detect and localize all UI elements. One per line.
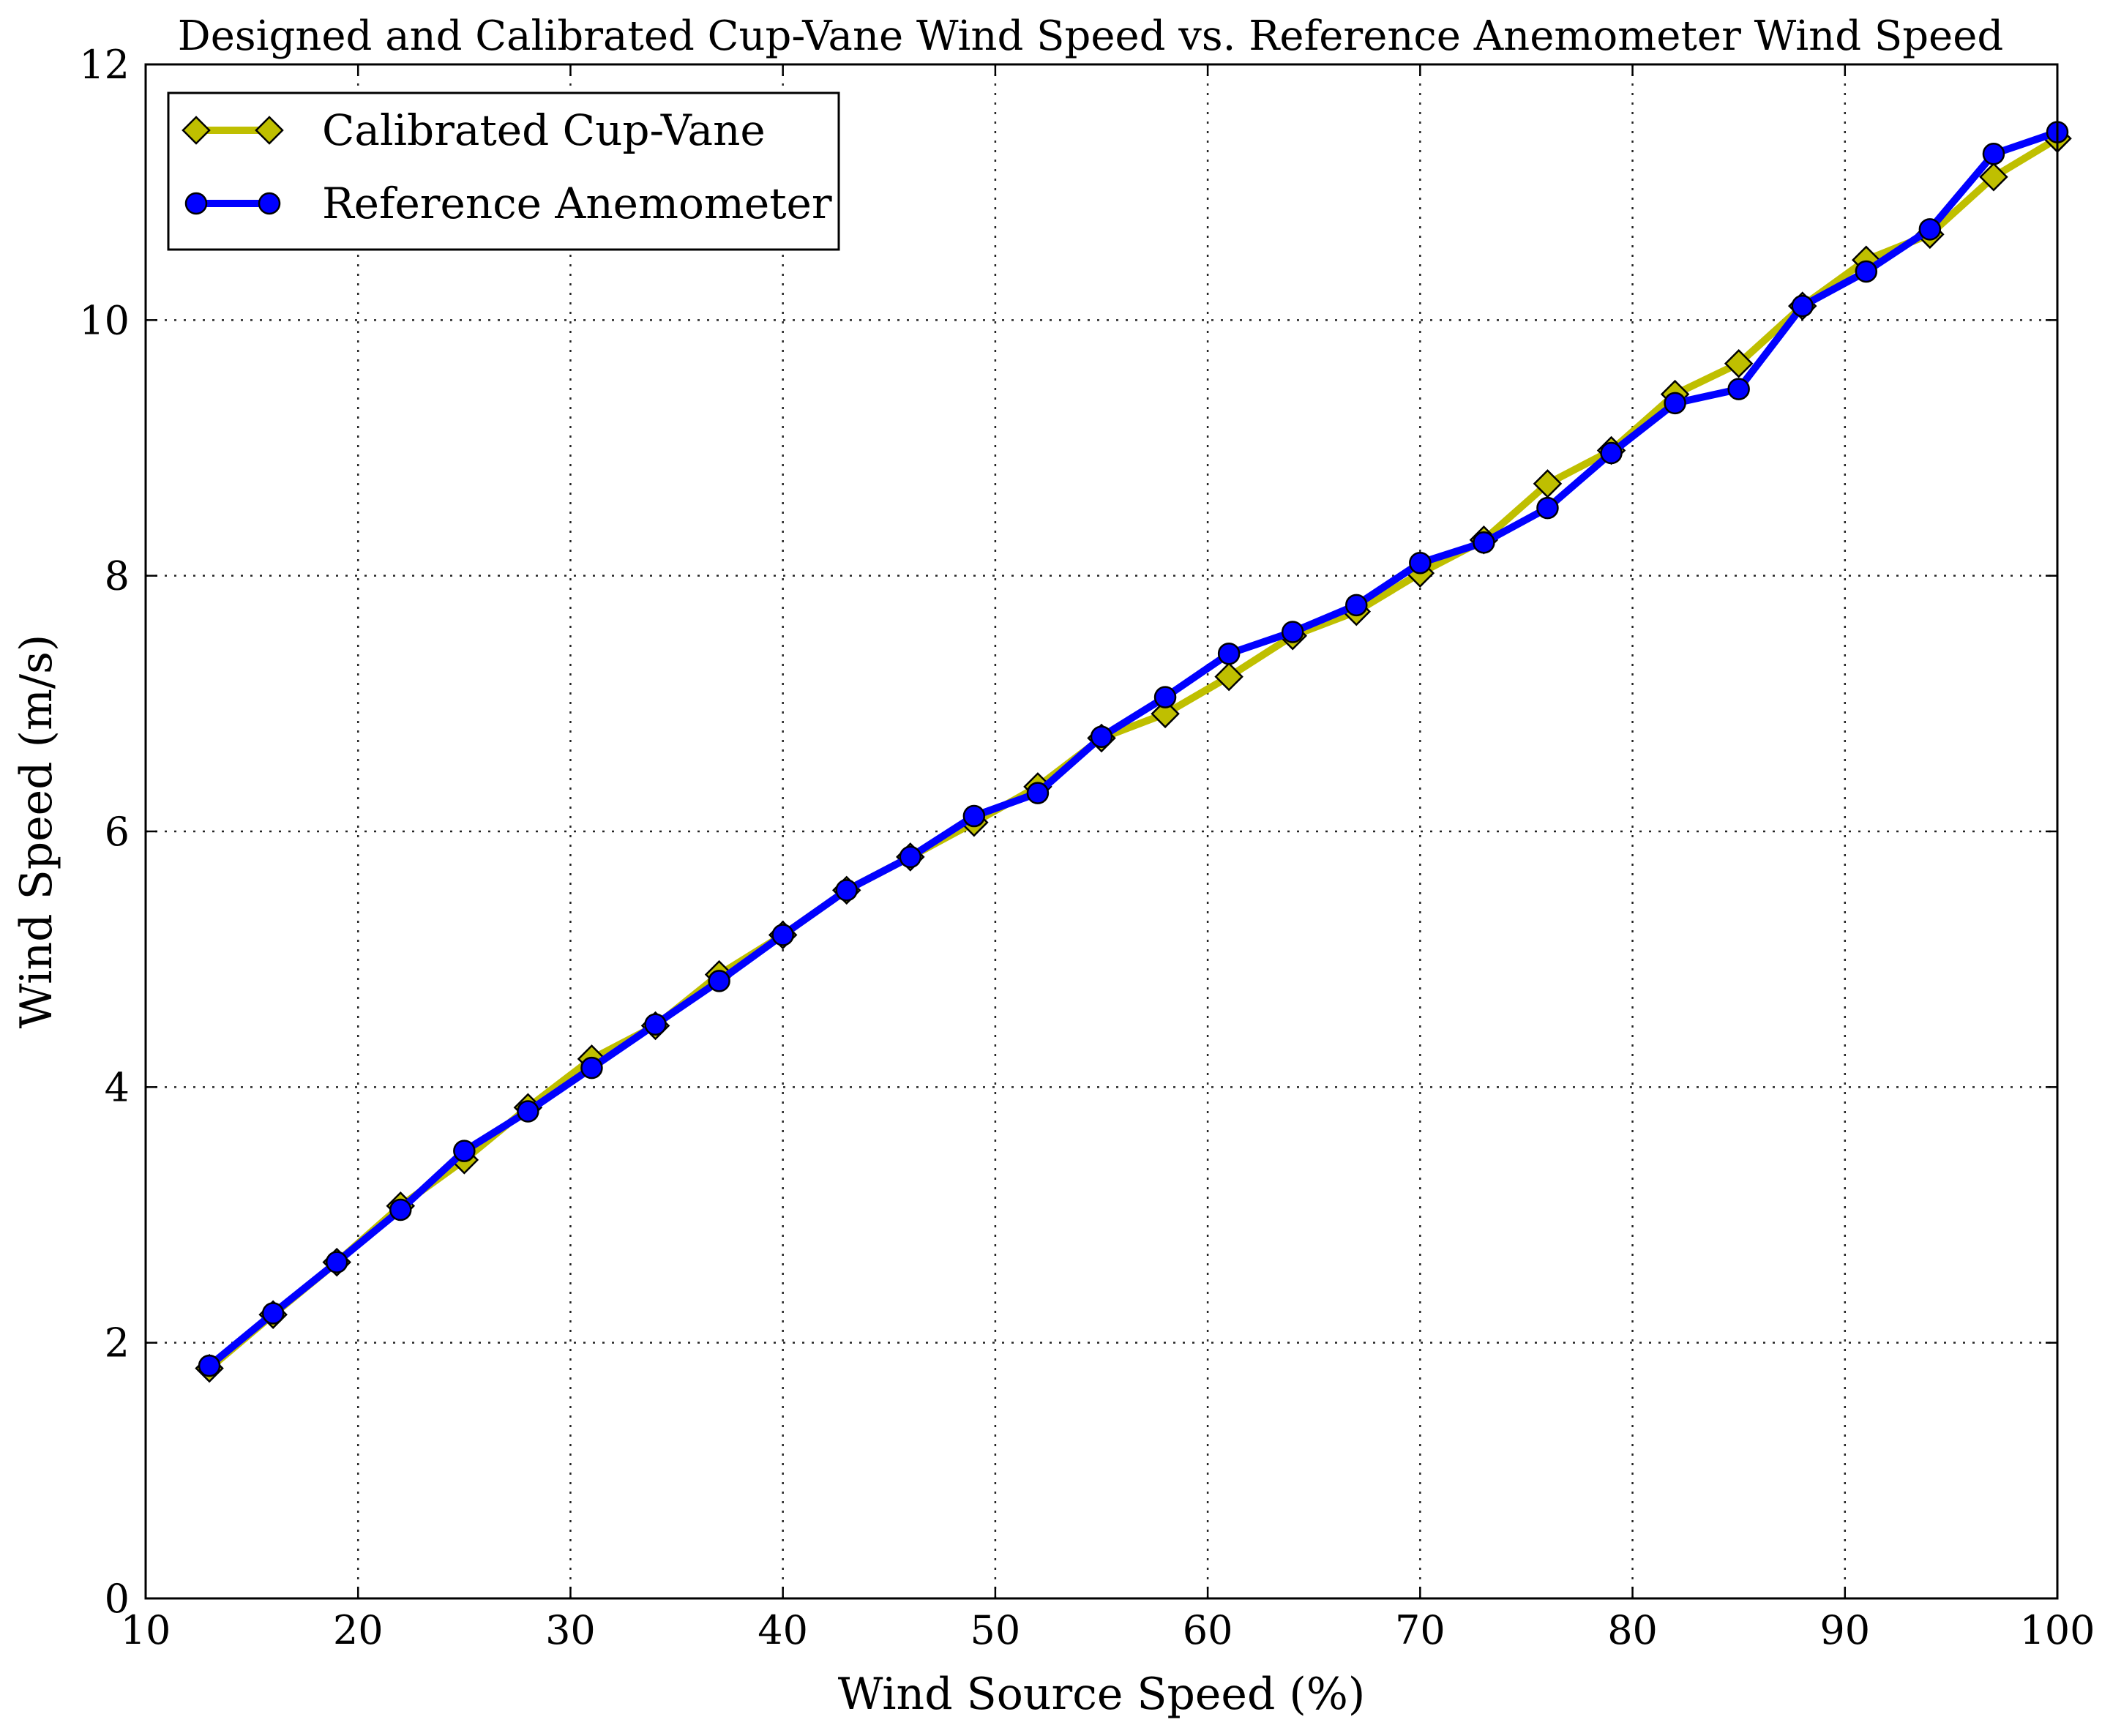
data-point-calibrated — [1214, 662, 1243, 692]
legend-label-calibrated: Calibrated Cup-Vane — [322, 105, 766, 155]
x-tick-label: 50 — [970, 1607, 1021, 1653]
x-tick-label: 80 — [1607, 1607, 1658, 1653]
x-tick-label: 30 — [545, 1607, 596, 1653]
data-point-reference — [1153, 686, 1177, 708]
data-point-reference — [1664, 392, 1686, 415]
x-axis-label: Wind Source Speed (%) — [838, 1669, 1366, 1720]
data-point-calibrated — [1724, 348, 1754, 378]
data-point-reference — [198, 1354, 221, 1377]
data-point-reference — [899, 845, 922, 869]
data-point-reference — [517, 1100, 539, 1123]
legend: Calibrated Cup-Vane Reference Anemometer — [167, 91, 840, 251]
data-point-reference — [1982, 143, 2005, 165]
x-tick-label: 60 — [1183, 1607, 1233, 1653]
data-point-reference — [1217, 642, 1241, 665]
series-group — [195, 121, 2072, 1383]
y-tick-labels: 0 2 4 6 8 10 12 — [79, 42, 130, 1622]
series-line-reference — [206, 128, 2061, 1370]
data-point-reference — [1791, 294, 1814, 318]
data-point-reference — [261, 1302, 285, 1325]
legend-marker-calibrated — [182, 116, 211, 145]
y-tick-label: 12 — [79, 42, 130, 88]
y-tick-label: 2 — [105, 1320, 130, 1366]
data-point-reference — [1918, 218, 1942, 241]
data-point-calibrated — [1151, 699, 1180, 729]
chart-title: Designed and Calibrated Cup-Vane Wind Sp… — [178, 12, 2003, 60]
data-point-reference — [1536, 496, 1559, 520]
data-point-reference — [1026, 782, 1050, 804]
series-line-calibrated — [206, 135, 2061, 1372]
legend-marker-calibrated — [255, 116, 284, 145]
x-tick-label: 10 — [121, 1607, 171, 1653]
data-point-reference — [1409, 551, 1432, 575]
x-tick-labels: 10 20 30 40 50 60 70 80 90 100 — [121, 1607, 2095, 1653]
data-point-calibrated — [1979, 162, 2008, 192]
x-tick-label: 40 — [758, 1607, 808, 1653]
x-tick-label: 90 — [1819, 1607, 1870, 1653]
y-tick-label: 0 — [105, 1576, 130, 1622]
x-tick-label: 70 — [1395, 1607, 1445, 1653]
x-tick-label: 20 — [333, 1607, 384, 1653]
data-point-reference — [1090, 725, 1113, 748]
axis-ticks — [144, 63, 2059, 1600]
data-point-reference — [1727, 378, 1750, 400]
data-point-reference — [771, 924, 794, 946]
y-tick-label: 8 — [105, 553, 130, 599]
grid — [146, 64, 2057, 1598]
data-point-reference — [1345, 594, 1368, 617]
y-tick-label: 10 — [79, 297, 130, 343]
legend-marker-reference — [258, 192, 281, 215]
x-tick-label: 100 — [2019, 1607, 2095, 1653]
data-point-reference — [962, 804, 986, 828]
legend-box — [167, 91, 840, 251]
legend-label-reference: Reference Anemometer — [322, 179, 832, 228]
data-point-reference — [453, 1140, 476, 1162]
plot-frame — [144, 63, 2059, 1600]
data-point-reference — [389, 1198, 412, 1221]
data-point-reference — [1600, 441, 1623, 465]
data-point-reference — [1473, 531, 1495, 554]
y-tick-label: 4 — [105, 1064, 130, 1110]
data-point-reference — [1855, 260, 1878, 283]
data-point-reference — [644, 1013, 667, 1036]
y-axis-label: Wind Speed (m/s) — [11, 635, 62, 1029]
y-tick-label: 6 — [105, 809, 130, 855]
legend-marker-reference — [184, 192, 208, 215]
data-point-reference — [835, 879, 858, 902]
data-point-reference — [325, 1251, 348, 1273]
data-point-reference — [1281, 621, 1304, 643]
data-point-reference — [708, 970, 730, 992]
data-point-reference — [580, 1056, 603, 1080]
